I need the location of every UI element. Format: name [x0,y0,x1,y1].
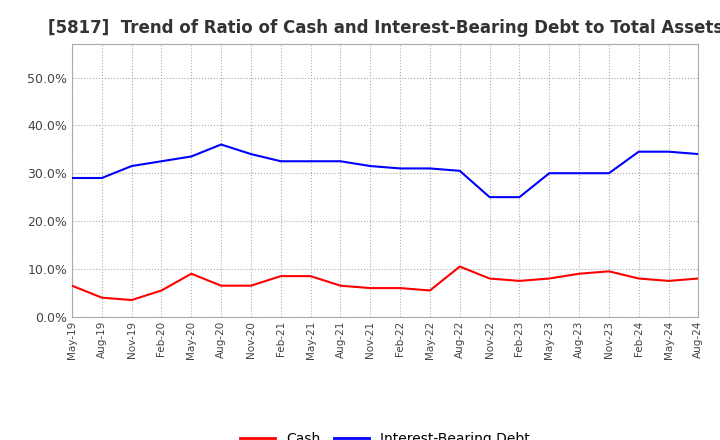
Legend: Cash, Interest-Bearing Debt: Cash, Interest-Bearing Debt [235,427,536,440]
Title: [5817]  Trend of Ratio of Cash and Interest-Bearing Debt to Total Assets: [5817] Trend of Ratio of Cash and Intere… [48,19,720,37]
